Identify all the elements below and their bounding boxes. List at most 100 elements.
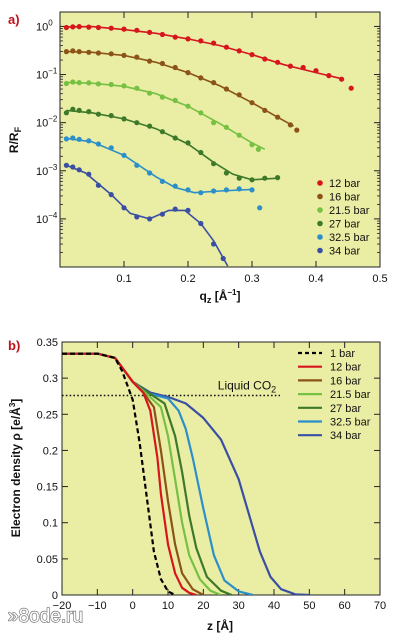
data-point-32-5-bar	[223, 187, 229, 193]
data-point-21-5-bar	[159, 94, 165, 100]
data-point-32-5-bar	[257, 205, 263, 211]
panel-b-x-tick-label: 50	[303, 600, 315, 612]
data-point-21-5-bar	[95, 81, 101, 87]
data-point-21-5-bar	[76, 80, 82, 86]
data-point-12-bar	[223, 44, 229, 50]
data-point-16-bar	[294, 127, 300, 133]
data-point-16-bar	[236, 92, 242, 98]
data-point-21-5-bar	[223, 124, 229, 130]
panel-a-series	[63, 24, 354, 267]
legend-label-34-bar: 34 bar	[330, 430, 362, 442]
legend-label-12-bar: 12 bar	[329, 178, 361, 190]
data-point-27-bar	[70, 106, 76, 112]
panel-b-y-tick-label: 0	[52, 590, 58, 602]
data-point-12-bar	[326, 73, 332, 79]
data-point-21-5-bar	[236, 132, 242, 138]
data-point-16-bar	[172, 64, 178, 71]
data-point-12-bar	[236, 48, 242, 54]
data-point-21-5-bar	[70, 79, 76, 85]
data-point-12-bar	[147, 29, 153, 35]
panel-b-x-tick-label: 30	[233, 600, 245, 612]
panel-a-y-tick-label: 10−4	[36, 211, 58, 226]
data-point-21-5-bar	[255, 146, 261, 152]
data-point-16-bar	[63, 49, 69, 55]
data-point-21-5-bar	[147, 90, 153, 96]
panel-b-x-tick-label: 10	[162, 600, 174, 612]
data-point-16-bar	[262, 107, 268, 113]
panel-b: b) 0 0.05 0.1 0.15 0.2 0.25 0.3 0.35 −20 −10 0 10 2…	[8, 337, 386, 633]
data-point-16-bar	[121, 52, 127, 59]
data-point-12-bar	[95, 24, 101, 31]
panel-b-plot-area	[61, 341, 381, 596]
data-point-16-bar	[275, 114, 281, 120]
data-point-16-bar	[185, 70, 191, 76]
data-point-21-5-bar	[121, 83, 127, 89]
data-point-34-bar	[198, 220, 204, 227]
data-point-21-5-bar	[134, 85, 140, 91]
panel-a-x-tick-label: 0.4	[308, 273, 323, 285]
data-point-34-bar	[172, 206, 178, 212]
data-point-21-5-bar	[185, 103, 191, 109]
legend-label-21-5-bar: 21.5 bar	[330, 389, 371, 401]
data-point-27-bar	[108, 113, 114, 119]
panel-b-series	[62, 352, 310, 595]
data-point-12-bar	[348, 85, 354, 91]
data-point-34-bar	[121, 205, 127, 211]
data-point-27-bar	[63, 110, 69, 116]
panel-b-y-tick-label: 0.1	[43, 518, 58, 530]
data-point-16-bar	[76, 49, 82, 55]
panel-b-label: b)	[8, 338, 20, 353]
panel-b-x-tick-label: −10	[88, 600, 107, 612]
data-point-16-bar	[86, 49, 92, 55]
data-point-21-5-bar	[249, 142, 255, 148]
data-point-27-bar	[134, 120, 140, 126]
panel-a-y-tick-label: 10−3	[36, 163, 58, 178]
data-point-16-bar	[147, 58, 153, 64]
data-point-34-bar	[147, 216, 153, 222]
panel-b-x-tick-label: 40	[268, 600, 280, 612]
data-point-27-bar	[76, 107, 82, 113]
panel-a: a) 100 10−1 10−2 10−3 10−4 0.1 0.2 0.3 0.4 0.5 1…	[7, 11, 388, 305]
data-point-27-bar	[86, 109, 92, 115]
data-point-21-5-bar	[63, 80, 69, 87]
data-point-27-bar	[262, 175, 268, 181]
data-point-16-bar	[223, 86, 229, 92]
legend-label-12-bar: 12 bar	[330, 362, 362, 374]
data-point-21-5-bar	[211, 120, 217, 126]
data-point-32-5-bar	[95, 141, 101, 147]
data-point-34-bar	[95, 182, 101, 188]
data-point-32-5-bar	[249, 187, 255, 193]
data-point-12-bar	[300, 64, 306, 71]
data-point-12-bar	[172, 34, 178, 40]
data-point-16-bar	[95, 50, 101, 56]
legend-label-16-bar: 16 bar	[330, 375, 362, 387]
data-point-21-5-bar	[108, 81, 114, 88]
data-point-27-bar	[159, 129, 165, 135]
fit-line-12-bar	[66, 25, 342, 80]
data-point-27-bar	[236, 175, 242, 181]
data-point-12-bar	[287, 63, 293, 69]
panel-b-y-tick-label: 0.3	[43, 373, 58, 385]
panel-b-x-tick-label: −20	[53, 600, 72, 612]
data-point-27-bar	[95, 111, 101, 117]
panel-b-x-axis-label: z [Å]	[207, 618, 233, 633]
data-point-16-bar	[211, 80, 217, 86]
data-point-32-5-bar	[185, 187, 191, 193]
data-point-27-bar	[211, 161, 217, 167]
data-point-16-bar	[198, 75, 204, 81]
panel-b-y-tick-label: 0.15	[37, 482, 58, 494]
data-point-12-bar	[262, 56, 268, 62]
panel-a-y-axis-label: R/RF	[7, 126, 23, 153]
panel-a-x-axis-label: qz [Å−1]	[200, 288, 241, 305]
data-point-27-bar	[147, 123, 153, 129]
data-point-21-5-bar	[172, 97, 178, 103]
data-point-32-5-bar	[211, 188, 217, 194]
panel-b-y-tick-label: 0.25	[37, 409, 58, 421]
data-point-27-bar	[249, 177, 255, 183]
data-point-16-bar	[159, 60, 165, 67]
data-point-32-5-bar	[172, 183, 178, 189]
